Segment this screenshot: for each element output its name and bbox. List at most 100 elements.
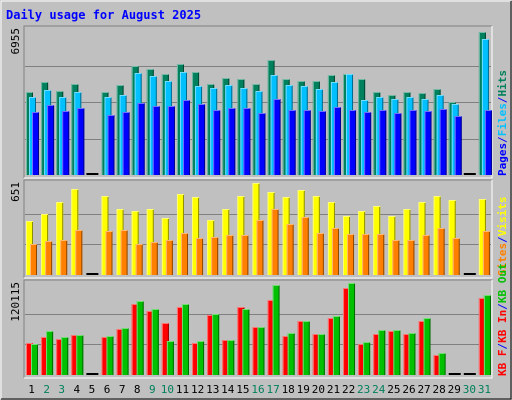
bar-highlight xyxy=(122,112,130,175)
bar-highlight xyxy=(403,92,410,175)
bar-highlight xyxy=(134,73,142,175)
bar-kb-out xyxy=(393,330,401,375)
day-group-6 xyxy=(101,336,114,375)
day-group-9 xyxy=(146,309,159,375)
day-group-31 xyxy=(478,32,492,175)
day-label-14: 14 xyxy=(221,383,235,396)
bar-highlight xyxy=(75,230,82,275)
bar-highlight xyxy=(302,321,310,375)
bar-highlight xyxy=(363,342,370,375)
bar-highlight xyxy=(252,84,259,175)
bar-pages xyxy=(364,112,372,175)
bar-highlight xyxy=(116,85,124,175)
day-group-30 xyxy=(463,173,476,175)
bar-visits xyxy=(116,209,124,275)
bar-highlight xyxy=(242,309,249,375)
bar-highlight xyxy=(331,228,339,275)
bar-highlight xyxy=(361,100,368,175)
day-group-22 xyxy=(343,74,357,175)
bar-sites xyxy=(316,233,324,275)
bar-visits xyxy=(267,192,275,275)
bar-kb-in xyxy=(388,331,396,375)
bar-highlight xyxy=(346,74,353,175)
bar-sites xyxy=(271,209,279,275)
legend-item: / xyxy=(496,97,509,104)
bar-highlight xyxy=(301,217,309,275)
bar-pages xyxy=(288,110,296,175)
bar-sites xyxy=(105,231,113,275)
bar-highlight xyxy=(373,92,380,175)
bar-visits xyxy=(252,183,260,275)
bar-highlight xyxy=(131,304,139,375)
bar-kb-in xyxy=(207,315,215,375)
bar-highlight xyxy=(312,196,320,275)
bar-highlight xyxy=(207,84,214,175)
bar-sites xyxy=(120,230,128,275)
bar-kb-in xyxy=(222,340,230,375)
panel-max-label: 651 xyxy=(9,182,22,202)
bar-highlight xyxy=(195,86,202,175)
bar-highlight xyxy=(104,97,111,175)
bar-highlight xyxy=(406,97,413,175)
bar-highlight xyxy=(176,307,184,375)
bar-highlight xyxy=(358,211,365,275)
legend-item: / xyxy=(496,303,509,310)
bar-kb-in xyxy=(282,336,290,375)
bar-highlight xyxy=(196,238,203,275)
bar-pages xyxy=(439,109,447,175)
day-group-22 xyxy=(343,216,355,275)
bar-highlight xyxy=(286,224,294,275)
day-label-8: 8 xyxy=(134,383,141,396)
panel-legend: Pages/Files/Hits xyxy=(496,70,509,176)
bar-highlight xyxy=(267,192,275,275)
day-label-28: 28 xyxy=(433,383,446,396)
bar-kb-in xyxy=(176,307,184,375)
bar-highlight xyxy=(76,335,83,375)
bar-pages xyxy=(333,107,341,175)
legend-item: KB In xyxy=(496,310,509,343)
bar-zero-marker xyxy=(463,173,476,175)
bar-highlight xyxy=(197,341,204,375)
bar-highlight xyxy=(388,95,395,175)
bar-sites xyxy=(377,234,385,275)
bar-kb-in xyxy=(403,334,411,375)
bar-highlight xyxy=(192,72,199,175)
bar-highlight xyxy=(225,85,232,175)
legend-item: Sites xyxy=(496,243,509,276)
bar-highlight xyxy=(210,88,217,175)
bar-highlight xyxy=(448,200,456,275)
bar-highlight xyxy=(237,307,244,375)
bar-kb-out xyxy=(46,331,54,375)
bar-visits xyxy=(343,216,351,275)
day-label-22: 22 xyxy=(342,383,355,396)
bar-sites xyxy=(135,244,143,275)
day-group-10 xyxy=(161,74,175,175)
bar-pages xyxy=(394,113,402,175)
day-label-3: 3 xyxy=(58,383,65,396)
bar-highlight xyxy=(152,106,160,175)
bar-highlight xyxy=(71,335,78,375)
bar-highlight xyxy=(192,197,199,275)
bar-kb-out xyxy=(166,341,174,375)
bar-pages xyxy=(228,108,236,175)
day-group-9 xyxy=(146,69,160,175)
day-group-4 xyxy=(71,84,85,175)
bar-pages xyxy=(409,110,417,175)
bar-highlight xyxy=(482,231,490,275)
bar-pages xyxy=(273,99,281,175)
bar-highlight xyxy=(107,115,114,175)
bar-pages xyxy=(77,108,85,175)
bar-visits xyxy=(56,202,64,275)
bar-kb-out xyxy=(332,316,340,375)
bar-highlight xyxy=(270,75,278,175)
bar-pages xyxy=(167,106,175,175)
bar-sites xyxy=(180,233,188,275)
bar-highlight xyxy=(47,105,54,175)
bar-highlight xyxy=(478,298,486,375)
day-group-27 xyxy=(418,93,432,175)
bar-kb-out xyxy=(438,353,446,375)
bar-highlight xyxy=(362,234,369,275)
bar-highlight xyxy=(222,209,229,275)
bar-highlight xyxy=(41,214,48,275)
